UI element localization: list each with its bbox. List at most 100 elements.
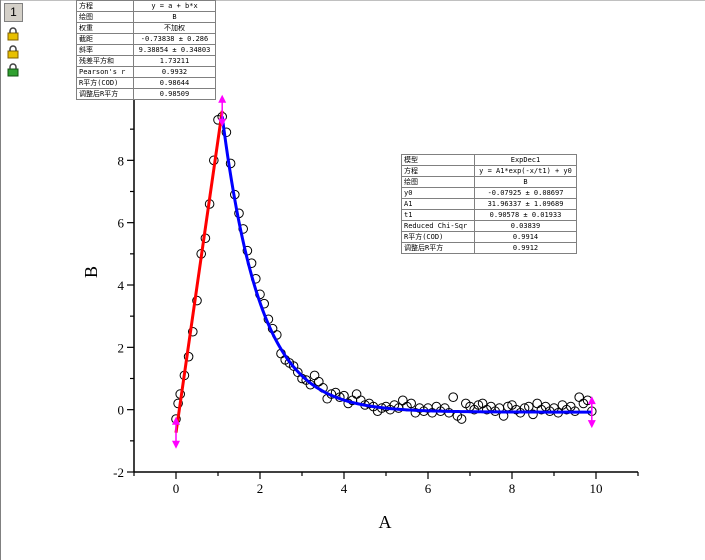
param-name: 权重 <box>76 22 134 34</box>
param-value: 0.9912 <box>474 242 577 254</box>
data-point <box>309 370 320 381</box>
param-value: 0.9932 <box>133 66 216 78</box>
data-point <box>406 398 417 409</box>
table-row: 绘图 B <box>401 176 577 188</box>
param-value: 0.90578 ± 0.01933 <box>474 209 577 221</box>
x-axis-label: A <box>379 512 392 532</box>
data-point <box>448 392 459 403</box>
param-name: A1 <box>401 198 475 210</box>
param-value: 0.9914 <box>474 231 577 243</box>
x-tick-label: 8 <box>509 481 516 496</box>
param-name: 方程 <box>76 0 134 12</box>
range-marker-up-arrow <box>587 396 596 405</box>
layer-toolbar: 1 <box>0 0 26 90</box>
x-tick-label: 6 <box>425 481 432 496</box>
param-value: 0.98644 <box>133 77 216 89</box>
param-name: 模型 <box>401 154 475 166</box>
range-marker <box>218 94 227 127</box>
param-value: B <box>133 11 216 23</box>
table-row: R平方(COD) 0.9914 <box>401 231 577 243</box>
window-top-border <box>0 0 705 1</box>
table-row: 模型 ExpDec1 <box>401 154 577 166</box>
param-value: 0.98509 <box>133 88 216 100</box>
y-axis-label: B <box>81 266 101 278</box>
param-name: 残差平方和 <box>76 55 134 67</box>
param-value: ExpDec1 <box>474 154 577 166</box>
table-row: Reduced Chi-Sqr 0.03839 <box>401 220 577 232</box>
param-name: t1 <box>401 209 475 221</box>
param-name: R平方(COD) <box>401 231 475 243</box>
table-row: 权重 不加权 <box>76 22 216 34</box>
table-row: y0 -0.07925 ± 0.08697 <box>401 187 577 199</box>
lock-icon[interactable] <box>6 27 20 41</box>
table-row: A1 31.96337 ± 1.09689 <box>401 198 577 210</box>
param-name: R平方(COD) <box>76 77 134 89</box>
table-row: Pearson's r 0.9932 <box>76 66 216 78</box>
y-tick-label: 2 <box>118 340 125 355</box>
param-value: B <box>474 176 577 188</box>
table-row: 绘图 B <box>76 11 216 23</box>
param-value: 0.03839 <box>474 220 577 232</box>
data-point <box>398 395 408 406</box>
y-tick-label: 8 <box>118 153 125 168</box>
param-name: Reduced Chi-Sqr <box>401 220 475 232</box>
y-tick-label: -2 <box>113 465 124 480</box>
param-name: Pearson's r <box>76 66 134 78</box>
range-marker <box>587 396 596 429</box>
table-row: 方程 y = a + b*x <box>76 0 216 12</box>
param-value: 9.38854 ± 0.34803 <box>133 44 216 56</box>
y-tick-label: 0 <box>118 403 125 418</box>
table-row: 斜率 9.38854 ± 0.34803 <box>76 44 216 56</box>
range-marker-down-arrow <box>587 420 596 429</box>
param-value: 不加权 <box>133 22 216 34</box>
range-marker-up-arrow <box>218 94 227 103</box>
param-name: 调整后R平方 <box>401 242 475 254</box>
param-name: 斜率 <box>76 44 134 56</box>
y-tick-label: 4 <box>118 278 125 293</box>
param-name: 绘图 <box>76 11 134 23</box>
data-point <box>473 400 484 410</box>
layer-1-tab[interactable]: 1 <box>4 3 23 22</box>
x-tick-label: 2 <box>257 481 264 496</box>
fit-range-markers <box>172 94 596 449</box>
param-value: -0.07925 ± 0.08697 <box>474 187 577 199</box>
data-point <box>314 376 324 387</box>
data-point <box>532 398 543 409</box>
data-point <box>351 389 362 399</box>
data-point <box>188 326 198 337</box>
param-value: 31.96337 ± 1.09689 <box>474 198 577 210</box>
data-point <box>574 392 585 403</box>
data-point <box>528 409 538 420</box>
param-name: 截距 <box>76 33 134 45</box>
range-marker-down-arrow <box>218 118 227 127</box>
table-row: 方程 y = A1*exp(-x/t1) + y0 <box>401 165 577 177</box>
range-marker-down-arrow <box>172 440 180 449</box>
linear-fit-table[interactable]: 方程 y = a + b*x 绘图 B 权重 不加权 截距 -0.73838 ± 0.286 斜… <box>76 0 216 100</box>
table-row: 截距 -0.73838 ± 0.286 <box>76 33 216 45</box>
table-row: 调整后R平方 0.9912 <box>401 242 577 254</box>
data-point <box>456 414 467 424</box>
x-tick-label: 4 <box>341 481 348 496</box>
y-tick-label: 6 <box>118 216 125 231</box>
lock-icon[interactable] <box>6 63 20 77</box>
table-row: 残差平方和 1.73211 <box>76 55 216 67</box>
table-row: 调整后R平方 0.98509 <box>76 88 216 100</box>
linear-fit-line <box>174 110 224 433</box>
param-value: y = A1*exp(-x/t1) + y0 <box>474 165 577 177</box>
expdec-fit-curve <box>220 116 592 414</box>
param-value: -0.73838 ± 0.286 <box>133 33 216 45</box>
fit-curves <box>174 110 592 433</box>
x-tick-label: 0 <box>173 481 180 496</box>
lock-icon[interactable] <box>6 45 20 59</box>
param-name: y0 <box>401 187 475 199</box>
x-tick-label: 10 <box>590 481 603 496</box>
range-marker-up-arrow <box>172 416 180 425</box>
table-row: R平方(COD) 0.98644 <box>76 77 216 89</box>
window-left-border <box>0 0 1 560</box>
param-value: y = a + b*x <box>133 0 216 12</box>
axes: 0 2 4 6 8 10 -2 0 2 4 6 8 <box>113 88 639 496</box>
param-name: 调整后R平方 <box>76 88 134 100</box>
param-name: 方程 <box>401 165 475 177</box>
